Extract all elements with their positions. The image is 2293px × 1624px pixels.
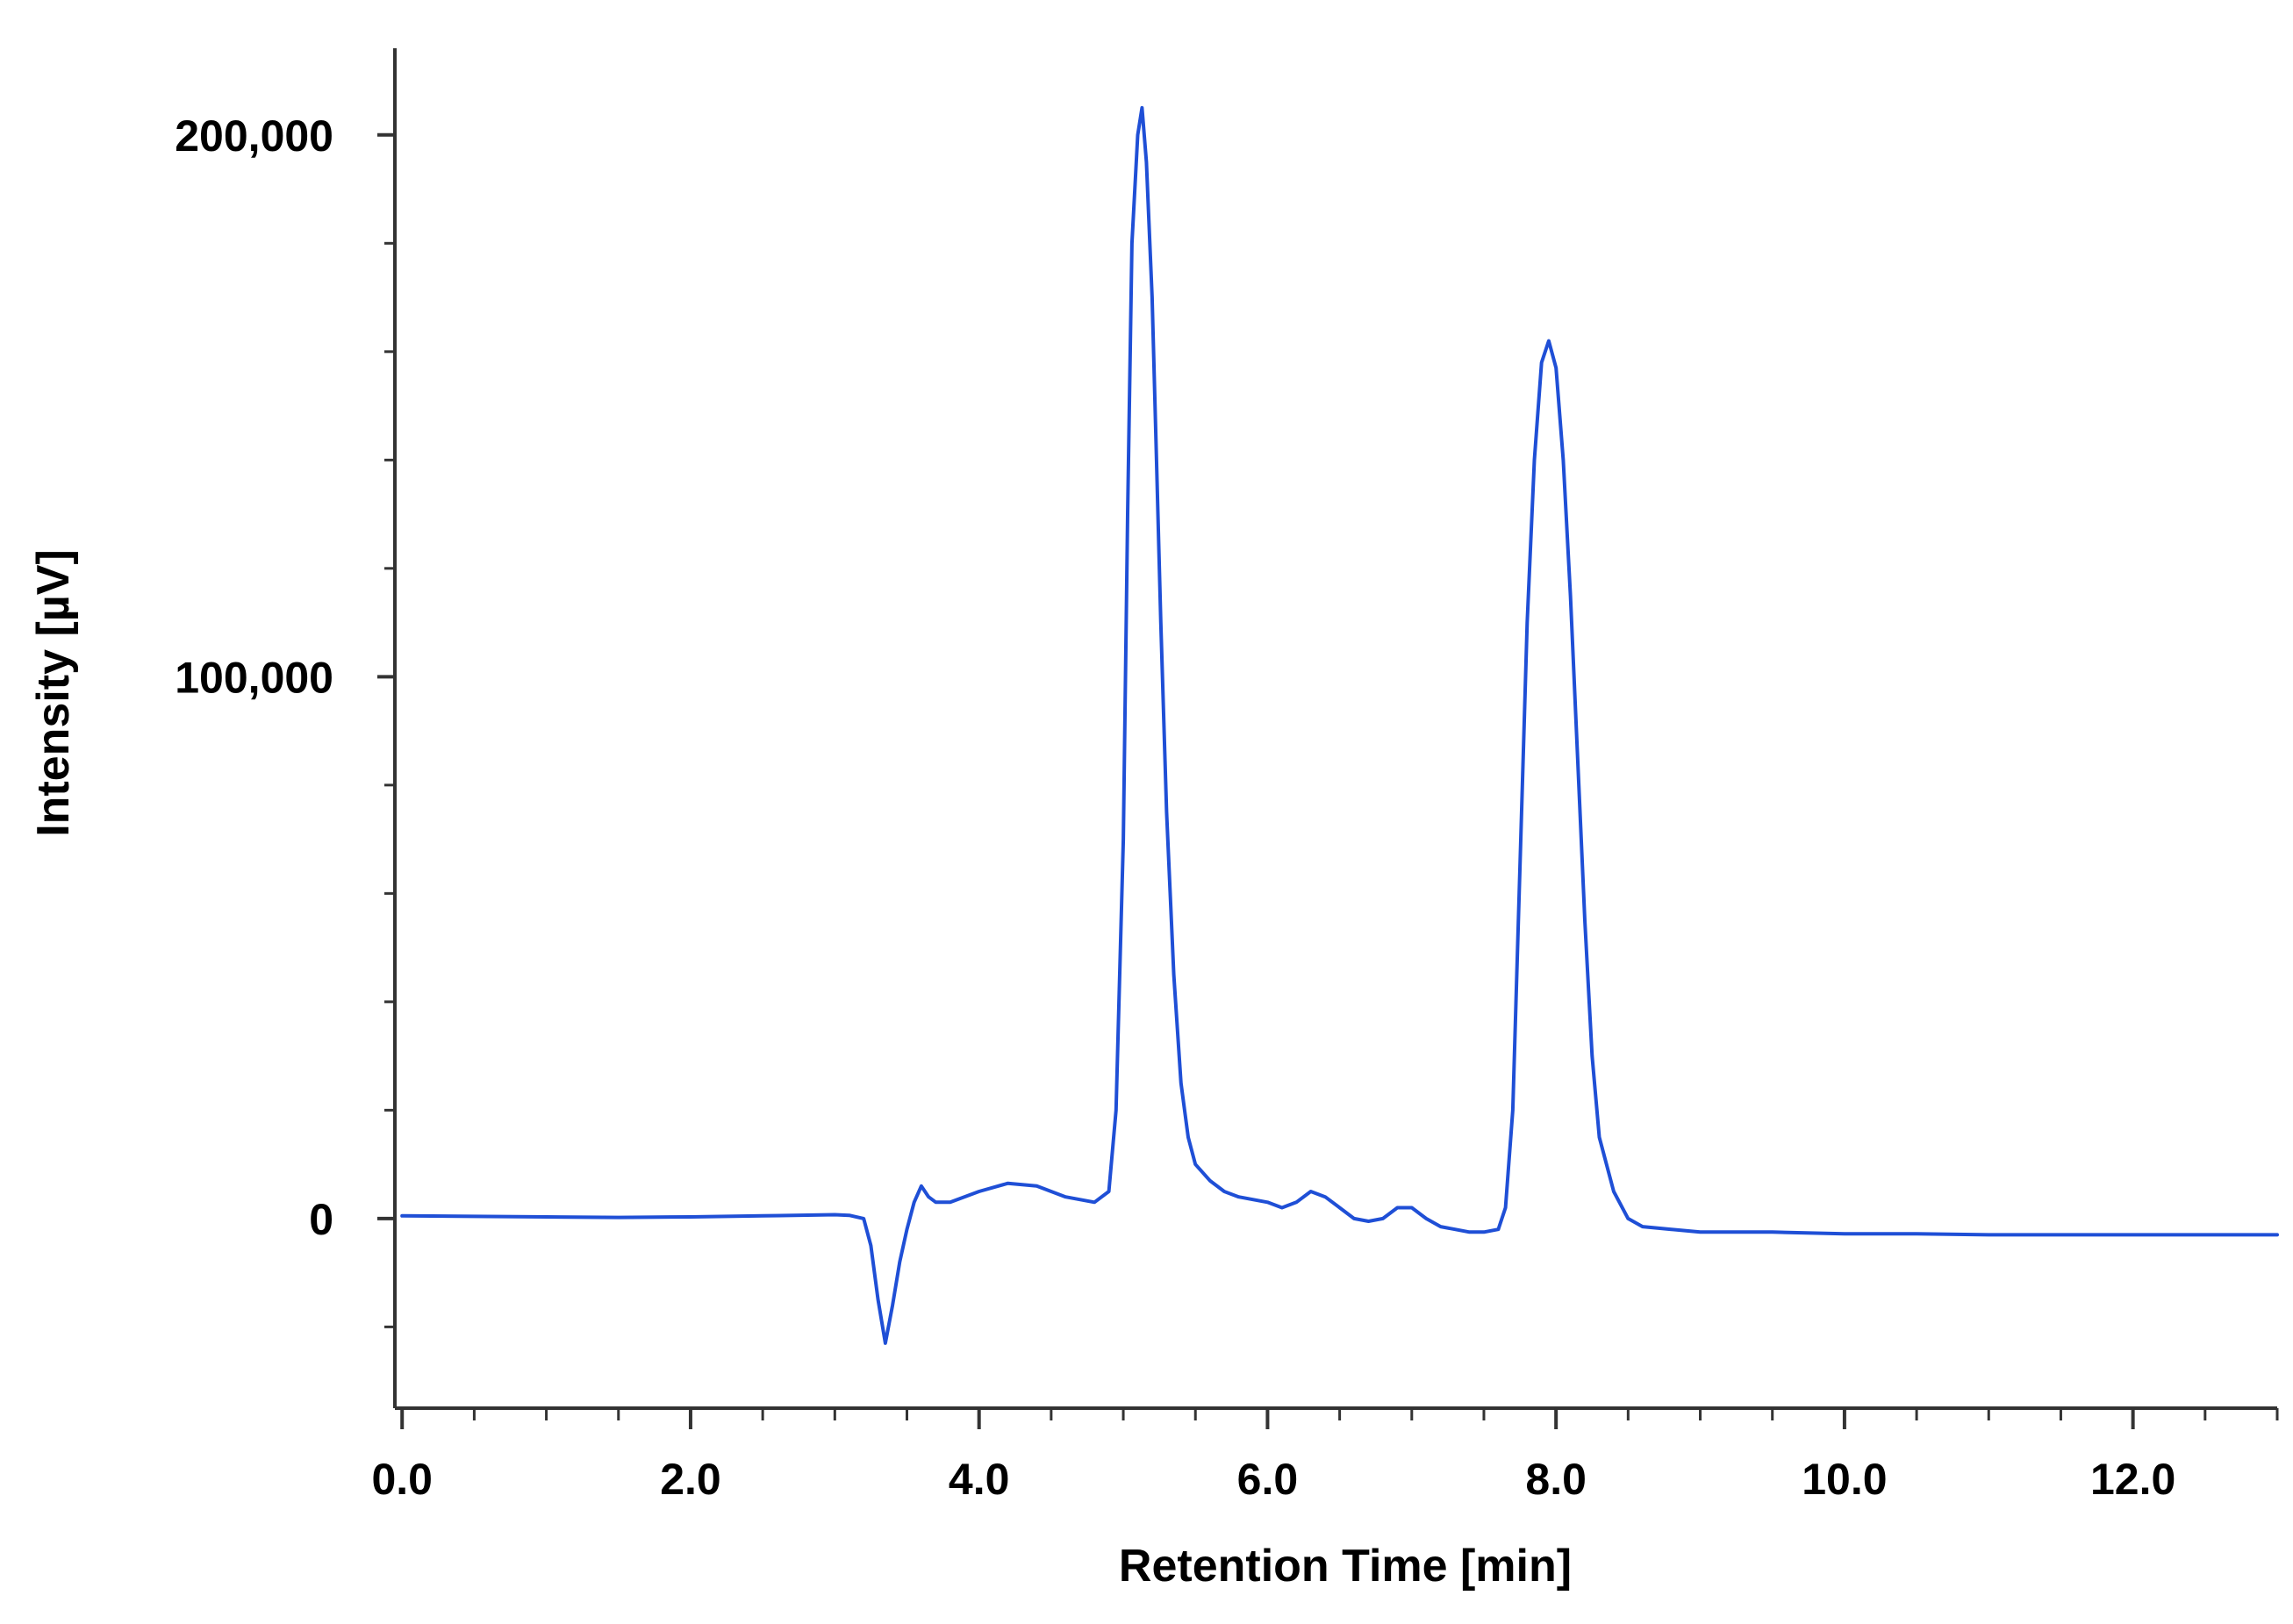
- axes: [393, 48, 2277, 1410]
- y-axis-label: Intensity [µV]: [28, 549, 79, 837]
- x-tick-label: 12.0: [2090, 1455, 2175, 1504]
- ticks: 0.0 2.0 4.0 6.0 8.0 10.0 12.0 0 100,000 200,000: [175, 111, 2279, 1504]
- y-tick-label: 0: [309, 1195, 333, 1244]
- series-line-0: [400, 105, 2279, 1345]
- x-tick-label: 0.0: [371, 1455, 433, 1504]
- x-tick-label: 8.0: [1525, 1455, 1587, 1504]
- y-tick-label: 100,000: [175, 653, 333, 702]
- series-layer: [400, 105, 2279, 1345]
- x-axis-label: Retention Time [min]: [1119, 1541, 1572, 1592]
- x-tick-label: 4.0: [949, 1455, 1010, 1504]
- x-tick-label: 6.0: [1237, 1455, 1299, 1504]
- x-tick-label: 10.0: [1802, 1455, 1887, 1504]
- y-tick-label: 200,000: [175, 111, 333, 161]
- x-tick-label: 2.0: [660, 1455, 721, 1504]
